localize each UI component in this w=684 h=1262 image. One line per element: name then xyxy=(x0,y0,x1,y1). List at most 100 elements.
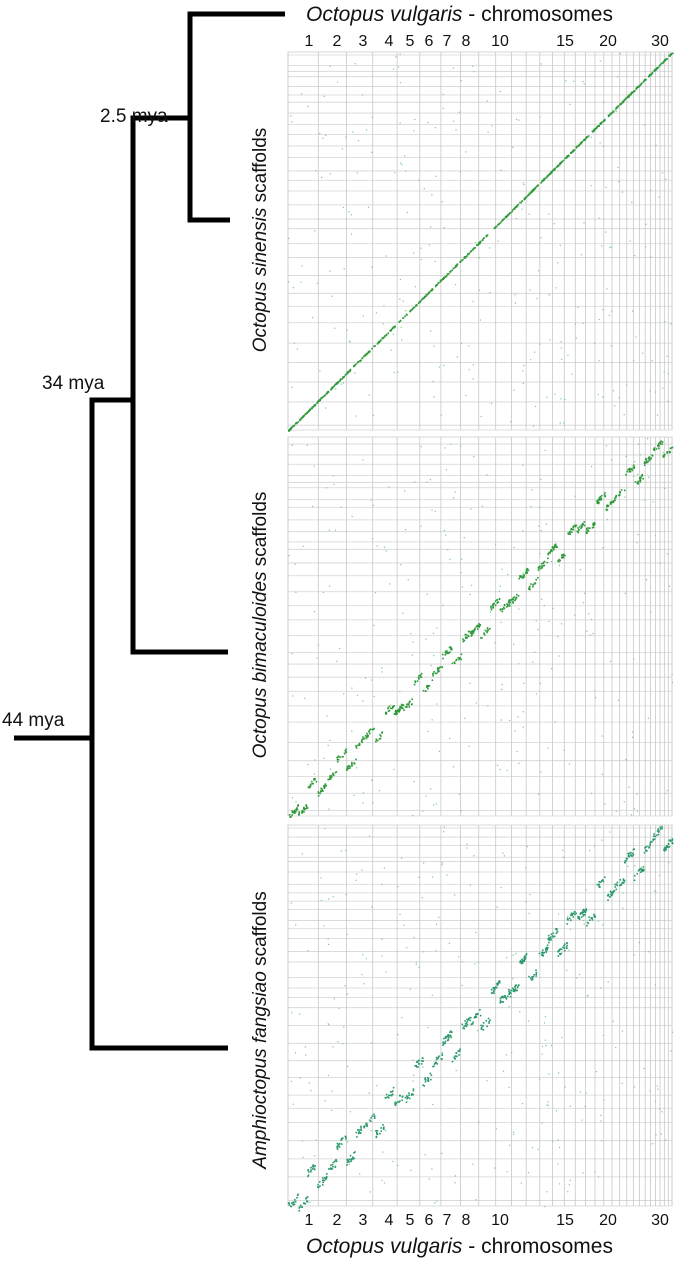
dot xyxy=(366,738,368,740)
dot xyxy=(503,855,505,857)
dot xyxy=(386,1096,389,1098)
dot xyxy=(310,407,313,410)
dot xyxy=(332,1161,335,1164)
dot xyxy=(632,467,635,469)
dot xyxy=(537,566,540,569)
dot xyxy=(486,100,488,102)
dot xyxy=(594,916,596,918)
dot xyxy=(552,932,555,935)
dot xyxy=(485,235,488,237)
dot xyxy=(473,456,475,458)
dot xyxy=(543,1022,546,1024)
dot xyxy=(414,680,417,682)
dot xyxy=(602,309,604,311)
dot xyxy=(465,1025,468,1028)
dot xyxy=(604,876,606,879)
dot xyxy=(393,326,396,329)
dot xyxy=(356,1136,358,1138)
dot xyxy=(474,628,476,631)
dot xyxy=(464,636,467,638)
dot xyxy=(603,119,606,121)
dot xyxy=(624,496,626,498)
dot xyxy=(615,107,618,109)
dot xyxy=(454,1182,456,1184)
dot xyxy=(369,732,371,735)
dot xyxy=(293,809,296,812)
dot xyxy=(449,646,452,649)
dot xyxy=(441,1152,443,1154)
dot xyxy=(538,525,540,527)
dot xyxy=(354,372,356,374)
dot xyxy=(523,682,525,684)
dot xyxy=(329,768,332,770)
dot xyxy=(328,585,331,587)
dot xyxy=(608,895,611,898)
dot xyxy=(307,105,309,108)
dot xyxy=(668,861,670,864)
dot xyxy=(290,815,292,818)
dot xyxy=(658,196,660,198)
dot xyxy=(557,1139,559,1141)
dot xyxy=(357,1129,359,1131)
dot xyxy=(452,497,455,499)
dot xyxy=(583,521,586,523)
dot xyxy=(486,474,488,476)
dot xyxy=(448,272,450,275)
dot xyxy=(620,884,622,886)
dot xyxy=(560,554,563,557)
dot xyxy=(348,1158,351,1161)
dot xyxy=(542,562,545,565)
dot xyxy=(656,1085,658,1087)
dot xyxy=(596,126,598,129)
dot xyxy=(551,171,553,173)
species: Octopus bimaculoides xyxy=(250,571,271,758)
dot xyxy=(513,989,516,992)
dot xyxy=(301,1140,303,1142)
dot xyxy=(323,95,325,97)
dot xyxy=(493,1167,496,1169)
dot xyxy=(514,988,517,990)
dot xyxy=(559,244,561,246)
dot xyxy=(506,1171,508,1173)
dot xyxy=(364,735,367,737)
dot xyxy=(401,1017,403,1019)
dot xyxy=(607,894,610,897)
tree: 2.5 mya 34 mya 44 mya xyxy=(2,11,285,1051)
dot xyxy=(345,748,347,751)
dot xyxy=(489,1019,491,1022)
dot xyxy=(428,684,431,687)
dot xyxy=(504,604,506,607)
dot xyxy=(633,658,635,660)
dot xyxy=(552,547,555,550)
dot xyxy=(658,874,661,877)
dot xyxy=(573,149,575,152)
dot xyxy=(299,1204,302,1207)
dot xyxy=(313,1165,315,1167)
dot xyxy=(355,1131,358,1134)
dot xyxy=(511,1052,513,1054)
dot xyxy=(513,643,515,645)
dot xyxy=(444,447,446,449)
dot xyxy=(570,914,573,916)
dot xyxy=(358,1131,360,1133)
dot xyxy=(358,1129,360,1131)
dot xyxy=(400,563,402,566)
dot xyxy=(391,705,394,708)
dot xyxy=(406,706,408,708)
dot xyxy=(481,505,483,507)
dot xyxy=(574,323,576,325)
dot xyxy=(331,1109,333,1111)
dot xyxy=(474,627,476,630)
dot xyxy=(473,1016,476,1019)
dot xyxy=(460,445,462,447)
dot xyxy=(434,260,436,263)
dot xyxy=(480,637,482,639)
dot xyxy=(407,703,410,706)
dot xyxy=(389,707,392,709)
dot xyxy=(641,473,644,476)
dot xyxy=(412,307,415,309)
dot xyxy=(625,758,627,761)
dot xyxy=(365,736,368,739)
dot xyxy=(618,494,621,496)
dot xyxy=(422,1057,424,1060)
